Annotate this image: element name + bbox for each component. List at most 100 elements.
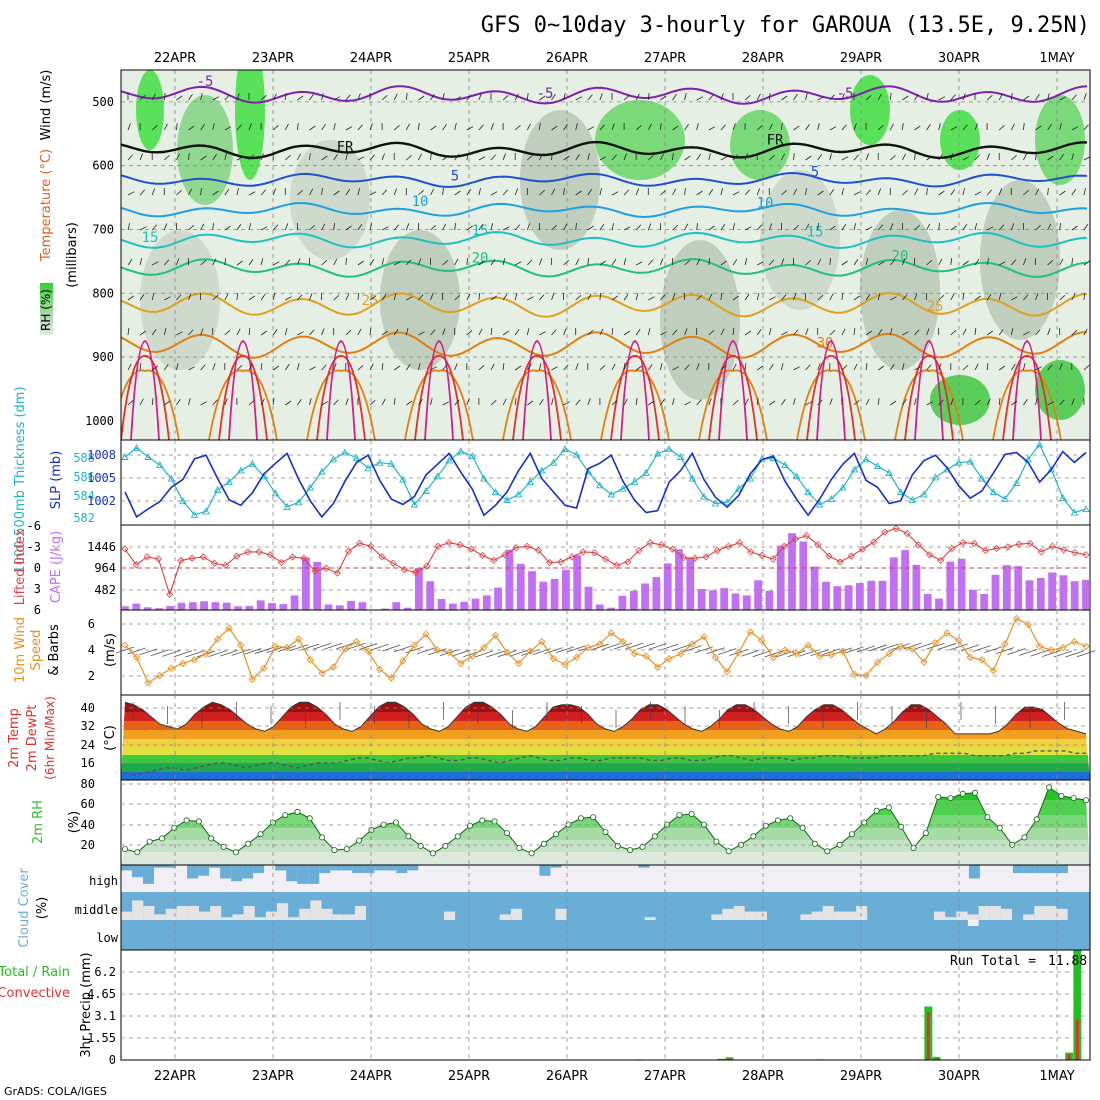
wind-barb	[321, 328, 325, 336]
wind-barb	[381, 330, 389, 336]
wind-barb	[623, 189, 630, 196]
rh-region	[980, 180, 1060, 340]
wind-barb	[200, 123, 205, 131]
wind-barb	[1023, 95, 1030, 101]
wind-barb	[768, 259, 775, 266]
axis-label: & Barbs	[47, 624, 62, 676]
wind-barb	[139, 330, 147, 336]
wind-barb	[829, 225, 836, 231]
wind-barb	[914, 93, 919, 101]
wind-barb	[684, 155, 691, 161]
cloud-high-lane	[836, 865, 849, 892]
cloud-middle-bar	[611, 892, 623, 920]
li-point	[222, 561, 230, 569]
thickness-point	[723, 498, 731, 506]
wind-barb	[236, 293, 239, 301]
wind-barb	[865, 330, 873, 336]
thickness-point	[711, 499, 720, 507]
cloud-middle-bar	[956, 892, 968, 920]
wind-barb	[442, 223, 447, 231]
wind-barb	[853, 154, 859, 161]
wind-barb	[1083, 293, 1086, 301]
wind-barb	[393, 93, 398, 101]
rh-point	[627, 847, 634, 854]
wind-barb-10m	[868, 644, 887, 652]
cloud-middle-bar	[1012, 892, 1024, 920]
cloud-middle-bar	[288, 892, 300, 920]
wind-barb	[660, 153, 664, 161]
thickness-point	[792, 472, 801, 480]
wind-barb	[926, 188, 928, 196]
wind-barb	[853, 223, 857, 231]
wind-barb	[998, 93, 1003, 101]
wind-barb-10m	[220, 649, 239, 657]
wind-barb-10m	[127, 647, 146, 655]
tick-label: 1000	[85, 414, 114, 428]
wind-barb	[345, 126, 353, 131]
wind-barb	[478, 328, 483, 336]
wind-speed-point	[584, 644, 592, 652]
wind-barb	[200, 260, 207, 266]
thickness-point	[1035, 440, 1044, 448]
cloud-low-bar	[1045, 920, 1057, 950]
thickness-point	[132, 443, 141, 451]
wind-barb	[1059, 190, 1066, 196]
tick-label: 0	[34, 561, 41, 575]
wind-barb	[950, 94, 956, 101]
wind-barb	[635, 365, 643, 371]
cape-bar	[234, 606, 242, 610]
rh-point	[171, 824, 178, 831]
cloud-high-bar	[1057, 865, 1069, 874]
wind-barb	[514, 224, 521, 231]
wind-barb	[163, 259, 170, 266]
wind-barb-10m	[937, 643, 957, 650]
wind-barb	[926, 155, 933, 161]
contour-label: 5	[451, 169, 459, 185]
wind-barb	[418, 95, 425, 101]
wind-barb	[768, 223, 773, 231]
isotherm-arch	[316, 355, 366, 440]
wind-barb	[321, 155, 328, 161]
wind-speed-point	[1082, 642, 1090, 651]
cloud-low-bar	[577, 920, 590, 950]
cloud-high-lane	[462, 865, 474, 892]
wind-barb	[926, 401, 933, 406]
cloud-middle-gap	[800, 914, 812, 920]
wind-barb	[321, 93, 324, 101]
thickness-point	[595, 481, 604, 489]
wind-barb	[563, 328, 567, 336]
wind-barb	[708, 188, 714, 196]
isotherm-arch	[414, 355, 464, 440]
wind-barb	[805, 401, 812, 406]
wind-barb	[636, 261, 643, 266]
cloud-high-lane	[539, 865, 551, 892]
wind-barb	[466, 153, 469, 161]
rh-point	[590, 814, 597, 821]
wind-barb	[151, 93, 156, 101]
wind-speed-point	[283, 644, 291, 652]
wind-barb	[236, 365, 243, 371]
axis-label: SLP (mb)	[49, 451, 64, 510]
wind-barb	[369, 258, 375, 266]
wind-barb	[817, 363, 821, 371]
li-point	[166, 590, 174, 598]
tick-label: 0	[109, 1053, 116, 1067]
wind-barb	[297, 123, 299, 131]
wind-barb-10m	[602, 643, 621, 650]
cape-bar	[765, 590, 774, 610]
cloud-high-lane	[1001, 865, 1014, 892]
wind-barb	[914, 398, 917, 406]
wind-barb	[478, 260, 485, 266]
tick-label: 6	[88, 617, 95, 631]
wind-barb	[502, 330, 510, 336]
wind-barb	[696, 258, 701, 266]
precip-total-bar	[1073, 950, 1082, 1060]
isotherm-arch	[894, 369, 964, 440]
wind-barb	[623, 95, 630, 101]
wind-barb	[284, 259, 291, 266]
wind-barb	[647, 123, 652, 131]
wind-barb	[829, 94, 835, 101]
wind-speed-point	[144, 679, 152, 687]
wind-barb	[902, 331, 909, 336]
